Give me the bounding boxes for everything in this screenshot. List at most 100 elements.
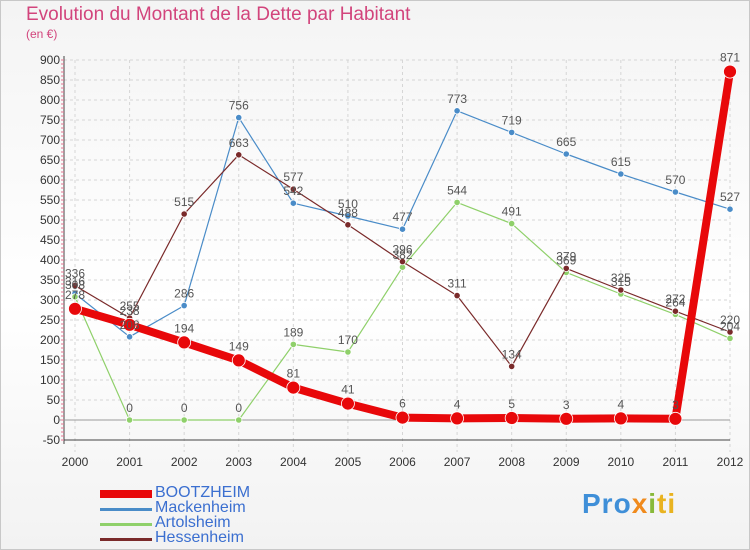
data-label-bootzheim: 5 bbox=[508, 397, 515, 411]
data-label-hessenheim: 255 bbox=[120, 299, 140, 313]
data-point-artolsheim bbox=[235, 416, 243, 424]
data-point-mackenheim bbox=[617, 170, 625, 178]
x-tick-label: 2000 bbox=[62, 455, 89, 469]
x-tick-label: 2004 bbox=[280, 455, 307, 469]
data-point-bootzheim bbox=[341, 396, 355, 411]
y-tick-label: 300 bbox=[40, 293, 60, 307]
y-tick-label: 750 bbox=[40, 113, 60, 127]
x-tick-label: 2012 bbox=[717, 455, 744, 469]
data-label-hessenheim: 488 bbox=[338, 206, 358, 220]
data-label-bootzheim: 278 bbox=[65, 288, 85, 302]
legend-label-artolsheim: Artolsheim bbox=[155, 514, 231, 531]
x-tick-label: 2009 bbox=[553, 455, 580, 469]
data-label-mackenheim: 510 bbox=[338, 197, 358, 211]
y-tick-label: 600 bbox=[40, 173, 60, 187]
legend-item-bootzheim: BOOTZHEIM bbox=[100, 484, 340, 501]
y-tick-label: 400 bbox=[40, 253, 60, 267]
data-label-artolsheim: 0 bbox=[181, 401, 188, 415]
data-point-bootzheim bbox=[395, 410, 410, 425]
data-label-mackenheim: 208 bbox=[120, 318, 140, 332]
data-point-mackenheim bbox=[453, 107, 461, 115]
data-point-hessenheim bbox=[508, 362, 516, 370]
chart-subtitle: (en €) bbox=[26, 27, 58, 41]
data-label-hessenheim: 325 bbox=[611, 271, 631, 285]
data-point-mackenheim bbox=[289, 199, 297, 207]
data-label-mackenheim: 477 bbox=[392, 210, 412, 224]
data-point-hessenheim bbox=[180, 210, 188, 218]
data-label-hessenheim: 663 bbox=[229, 136, 249, 150]
data-point-bootzheim bbox=[231, 353, 246, 368]
data-label-mackenheim: 316 bbox=[65, 275, 85, 289]
data-point-hessenheim bbox=[726, 328, 734, 336]
data-label-artolsheim: 0 bbox=[126, 401, 133, 415]
data-label-artolsheim: 264 bbox=[665, 295, 685, 309]
data-point-hessenheim bbox=[453, 291, 461, 300]
data-label-hessenheim: 396 bbox=[392, 243, 412, 257]
chart-title: Evolution du Montant de la Dette par Hab… bbox=[26, 4, 411, 25]
data-label-mackenheim: 719 bbox=[502, 113, 522, 127]
legend: BOOTZHEIM Mackenheim Artolsheim Hessenhe… bbox=[100, 484, 340, 546]
data-point-mackenheim bbox=[125, 333, 134, 341]
data-label-mackenheim: 756 bbox=[229, 99, 249, 113]
y-tick-label: 450 bbox=[40, 233, 60, 247]
data-label-mackenheim: 665 bbox=[556, 135, 576, 149]
data-label-bootzheim: 41 bbox=[341, 383, 355, 397]
data-point-hessenheim bbox=[344, 221, 352, 229]
y-tick-label: 900 bbox=[40, 53, 60, 67]
data-point-hessenheim bbox=[562, 264, 570, 272]
data-label-artolsheim: 170 bbox=[338, 333, 358, 347]
data-point-mackenheim bbox=[235, 114, 243, 122]
data-label-hessenheim: 272 bbox=[665, 292, 685, 306]
data-point-mackenheim bbox=[671, 188, 680, 196]
x-tick-label: 2011 bbox=[663, 455, 689, 469]
data-point-bootzheim bbox=[504, 411, 519, 425]
data-label-artolsheim: 204 bbox=[720, 319, 740, 333]
legend-swatch-mackenheim bbox=[100, 508, 152, 511]
data-label-bootzheim: 6 bbox=[399, 397, 406, 411]
data-point-artolsheim bbox=[726, 334, 734, 342]
legend-swatch-hessenheim bbox=[100, 538, 152, 541]
legend-label-mackenheim: Mackenheim bbox=[155, 499, 246, 516]
data-label-bootzheim: 3 bbox=[672, 398, 679, 412]
data-point-mackenheim bbox=[344, 212, 352, 220]
data-label-artolsheim: 382 bbox=[392, 248, 412, 262]
y-tick-label: 0 bbox=[53, 413, 60, 427]
data-label-bootzheim: 4 bbox=[617, 397, 624, 411]
y-tick-label: -50 bbox=[43, 433, 61, 447]
data-point-bootzheim bbox=[668, 411, 683, 426]
y-tick-label: 150 bbox=[40, 353, 60, 367]
data-point-bootzheim bbox=[559, 411, 574, 426]
y-tick-label: 200 bbox=[40, 333, 60, 347]
y-tick-label: 650 bbox=[40, 153, 60, 167]
data-point-artolsheim bbox=[344, 348, 352, 356]
y-tick-label: 800 bbox=[40, 93, 60, 107]
x-tick-label: 2010 bbox=[607, 455, 634, 469]
data-point-artolsheim bbox=[508, 220, 516, 228]
data-label-bootzheim: 3 bbox=[563, 398, 570, 412]
data-point-hessenheim bbox=[235, 151, 243, 159]
y-tick-label: 550 bbox=[40, 193, 60, 207]
data-point-artolsheim bbox=[453, 198, 461, 206]
data-label-mackenheim: 542 bbox=[283, 184, 303, 198]
data-label-hessenheim: 134 bbox=[502, 347, 522, 361]
data-label-hessenheim: 577 bbox=[283, 170, 303, 184]
data-label-artolsheim: 189 bbox=[283, 325, 303, 339]
data-point-hessenheim bbox=[617, 286, 625, 294]
y-tick-label: 350 bbox=[40, 273, 60, 287]
x-tick-label: 2005 bbox=[335, 455, 362, 469]
data-point-bootzheim bbox=[450, 411, 464, 426]
data-point-bootzheim bbox=[286, 380, 301, 395]
data-point-mackenheim bbox=[180, 301, 188, 310]
data-label-hessenheim: 220 bbox=[720, 313, 740, 327]
legend-label-hessenheim: Hessenheim bbox=[155, 529, 244, 546]
data-label-artolsheim: 491 bbox=[502, 205, 522, 219]
data-point-hessenheim bbox=[671, 307, 680, 315]
data-label-bootzheim: 238 bbox=[120, 304, 140, 318]
data-label-bootzheim: 149 bbox=[229, 339, 249, 353]
y-tick-label: 100 bbox=[40, 373, 60, 387]
data-label-hessenheim: 336 bbox=[65, 267, 85, 281]
data-label-mackenheim: 286 bbox=[174, 287, 194, 301]
data-label-bootzheim: 871 bbox=[720, 51, 740, 65]
